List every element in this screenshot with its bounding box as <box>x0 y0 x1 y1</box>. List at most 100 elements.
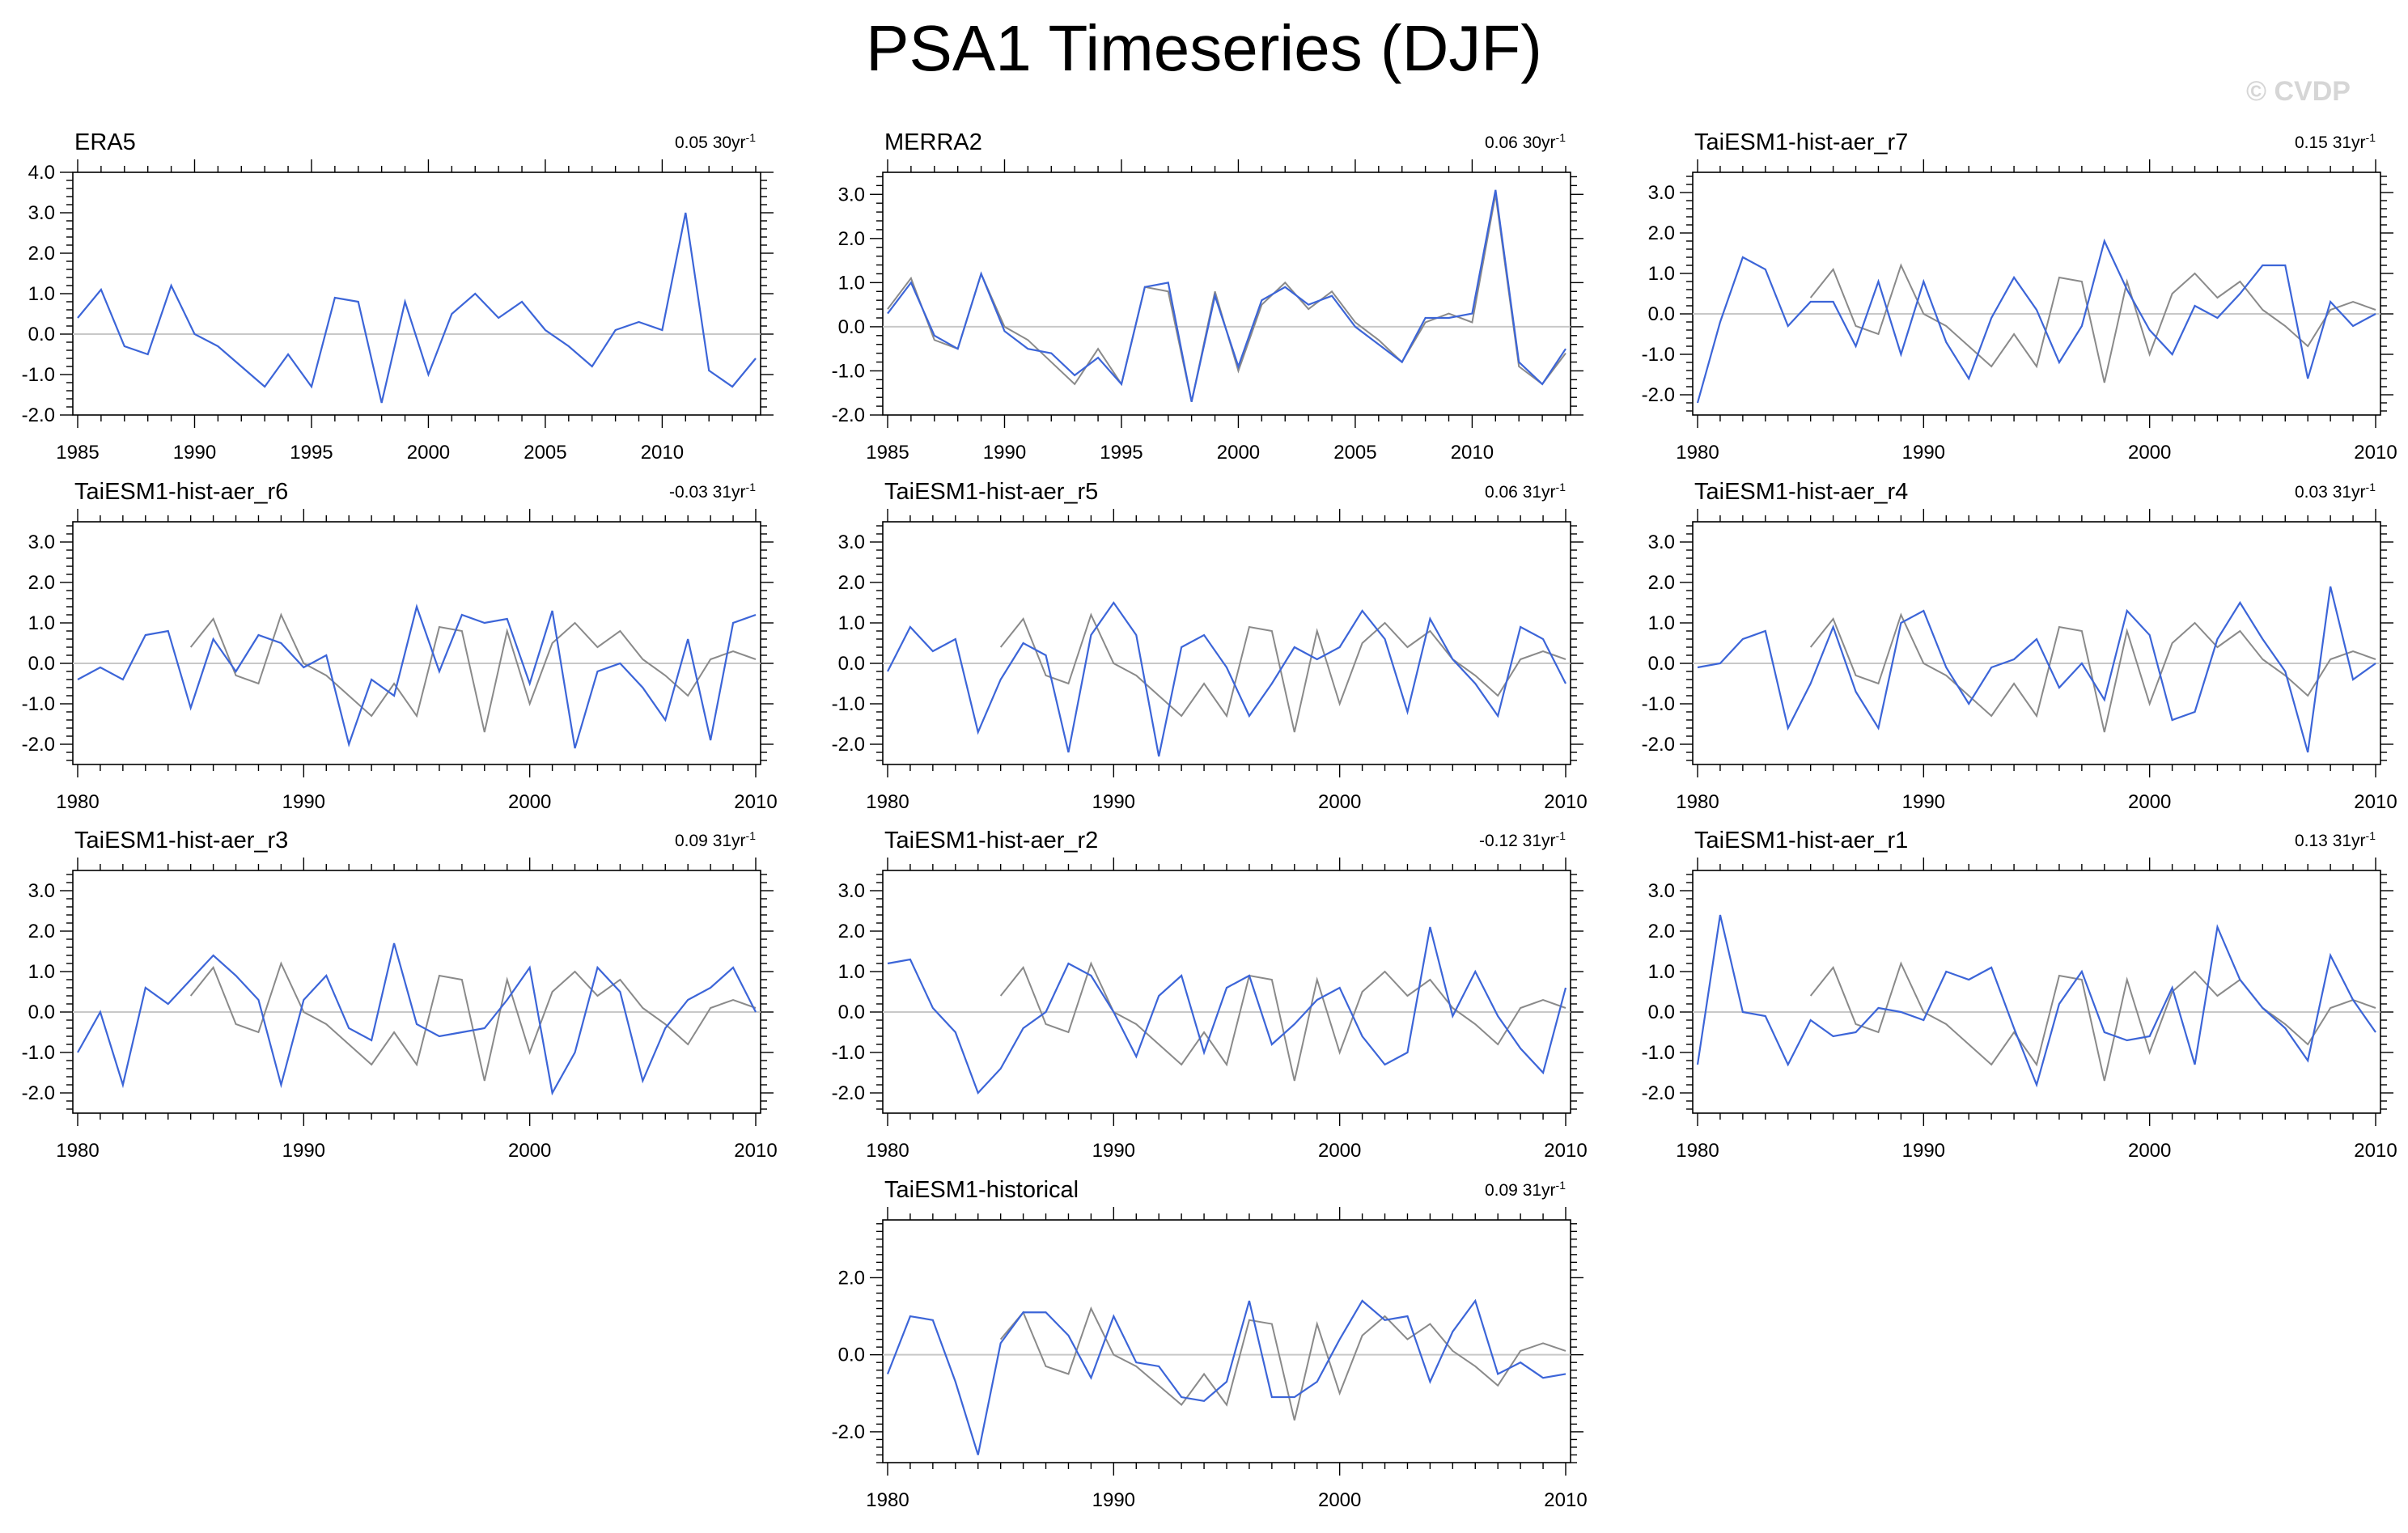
obs-series-line <box>999 612 1566 733</box>
x-tick-label: 1985 <box>866 442 909 464</box>
trend-exponent: -1 <box>2366 131 2376 144</box>
x-tick-label: 1990 <box>1092 1140 1135 1162</box>
trend-label: 0.09 31yr-1 <box>1485 1179 1566 1200</box>
x-tick-label: 2010 <box>2354 791 2397 813</box>
y-tick-label: 0.0 <box>838 653 865 675</box>
plot-frame <box>72 870 761 1114</box>
x-tick-label: 2000 <box>1318 791 1361 813</box>
model-series-line <box>887 926 1567 1095</box>
x-tick-label: 2000 <box>2128 442 2171 464</box>
panel-title: TaiESM1-hist-aer_r2 <box>884 828 1098 853</box>
model-series-line <box>887 189 1566 402</box>
trend-label: 0.09 31yr-1 <box>675 829 756 850</box>
y-tick-label: 3.0 <box>1648 880 1675 902</box>
obs-series-line <box>999 1306 1566 1421</box>
y-tick-label: 2.0 <box>28 921 55 942</box>
x-tick-label: 1990 <box>1092 791 1135 813</box>
chart-panel-3: 1980 1990 2000 2010 3.0 2.0 1.0 0.0 -1.0 -2.0 TaiE… <box>22 479 778 813</box>
y-tick-label: 1.0 <box>838 272 865 294</box>
y-tick-label: 3.0 <box>838 531 865 553</box>
x-tick-label: 2010 <box>1544 1489 1587 1511</box>
plot-frame <box>882 172 1571 416</box>
model-series-line <box>886 1298 1566 1455</box>
chart-panel-8: 1980 1990 2000 2010 3.0 2.0 1.0 0.0 -1.0 -2.0 TaiE… <box>1642 828 2397 1162</box>
y-tick-label: -1.0 <box>1642 1042 1675 1064</box>
y-tick-label: 2.0 <box>838 228 865 250</box>
chart-panel-5: 1980 1990 2000 2010 3.0 2.0 1.0 0.0 -1.0 -2.0 TaiE… <box>1642 479 2397 813</box>
y-tick-label: 2.0 <box>838 1267 865 1289</box>
x-tick-label: 1985 <box>56 442 99 464</box>
y-tick-label: 1.0 <box>28 612 55 634</box>
x-tick-label: 2010 <box>734 1140 777 1162</box>
x-tick-label: 1990 <box>282 791 325 813</box>
y-tick-label: -1.0 <box>832 1042 865 1064</box>
x-tick-label: 2010 <box>641 442 684 464</box>
chart-panel-9: 1980 1990 2000 2010 2.0 0.0 -2.0 TaiESM1-histor… <box>832 1177 1588 1511</box>
chart-panel-1: 1985 1990 1995 2000 2005 2010 3.0 2.0 1.0 0.0 -1.0… <box>832 129 1583 464</box>
y-tick-label: 1.0 <box>838 961 865 983</box>
x-tick-label: 1980 <box>866 791 909 813</box>
chart-panel-7: 1980 1990 2000 2010 3.0 2.0 1.0 0.0 -1.0 -2.0 TaiE… <box>832 828 1588 1162</box>
x-tick-label: 2010 <box>1544 1140 1587 1162</box>
plot-frame <box>882 870 1571 1114</box>
trend-label: 0.15 31yr-1 <box>2295 131 2376 152</box>
y-tick-label: 0.0 <box>838 1345 865 1366</box>
y-tick-label: 1.0 <box>28 283 55 305</box>
x-tick-label: 1990 <box>282 1140 325 1162</box>
trend-label: 0.03 31yr-1 <box>2295 481 2376 502</box>
x-tick-label: 1980 <box>1676 1140 1719 1162</box>
y-tick-label: 0.0 <box>1648 303 1675 325</box>
model-series-line <box>77 212 757 404</box>
x-tick-label: 2005 <box>1333 442 1376 464</box>
x-tick-label: 1980 <box>56 791 99 813</box>
panel-title: TaiESM1-hist-aer_r3 <box>74 828 288 853</box>
y-tick-label: -2.0 <box>1642 384 1675 406</box>
panel-title: TaiESM1-historical <box>884 1177 1079 1203</box>
y-tick-label: 3.0 <box>28 880 55 902</box>
x-tick-label: 1980 <box>56 1140 99 1162</box>
obs-series-line <box>1809 961 2376 1082</box>
x-tick-label: 2010 <box>1451 442 1494 464</box>
x-tick-label: 2010 <box>2354 442 2397 464</box>
x-tick-label: 1990 <box>983 442 1026 464</box>
x-tick-label: 1990 <box>1092 1489 1135 1511</box>
y-tick-label: 2.0 <box>28 243 55 265</box>
y-tick-label: -1.0 <box>22 693 55 715</box>
y-tick-label: 1.0 <box>1648 612 1675 634</box>
x-tick-label: 1990 <box>1902 1140 1945 1162</box>
panel-title: TaiESM1-hist-aer_r6 <box>74 479 288 505</box>
obs-series-line <box>1809 263 2376 383</box>
y-tick-label: 2.0 <box>28 572 55 594</box>
y-tick-label: -1.0 <box>832 360 865 382</box>
panel-title: ERA5 <box>74 129 136 155</box>
trend-label: 0.05 30yr-1 <box>675 131 756 152</box>
y-tick-label: -1.0 <box>22 1042 55 1064</box>
panel-title: TaiESM1-hist-aer_r5 <box>884 479 1098 505</box>
trend-exponent: -1 <box>1556 131 1566 144</box>
x-tick-label: 2000 <box>1318 1489 1361 1511</box>
y-tick-label: -2.0 <box>832 404 865 426</box>
trend-exponent: -1 <box>1556 481 1566 493</box>
y-tick-label: 2.0 <box>1648 921 1675 942</box>
y-tick-label: 1.0 <box>1648 961 1675 983</box>
x-tick-label: 2000 <box>2128 791 2171 813</box>
x-tick-label: 1990 <box>1902 791 1945 813</box>
x-tick-label: 1980 <box>1676 791 1719 813</box>
y-tick-label: -2.0 <box>22 734 55 756</box>
trend-value: 0.15 31yr <box>2295 133 2366 152</box>
panel-title: TaiESM1-hist-aer_r7 <box>1694 129 1908 155</box>
plot-frame <box>882 1219 1571 1463</box>
panel-title: TaiESM1-hist-aer_r4 <box>1694 479 1908 505</box>
trend-value: 0.03 31yr <box>2295 483 2366 502</box>
x-tick-label: 2000 <box>508 1140 551 1162</box>
y-tick-label: 2.0 <box>1648 222 1675 244</box>
obs-series-line <box>887 194 1566 402</box>
plot-frame <box>1692 521 2381 765</box>
y-tick-label: 2.0 <box>1648 572 1675 594</box>
trend-value: 0.13 31yr <box>2295 832 2366 850</box>
obs-series-line <box>1809 612 2376 733</box>
y-tick-label: -2.0 <box>1642 1082 1675 1104</box>
y-tick-label: 1.0 <box>838 612 865 634</box>
x-tick-label: 1980 <box>866 1140 909 1162</box>
